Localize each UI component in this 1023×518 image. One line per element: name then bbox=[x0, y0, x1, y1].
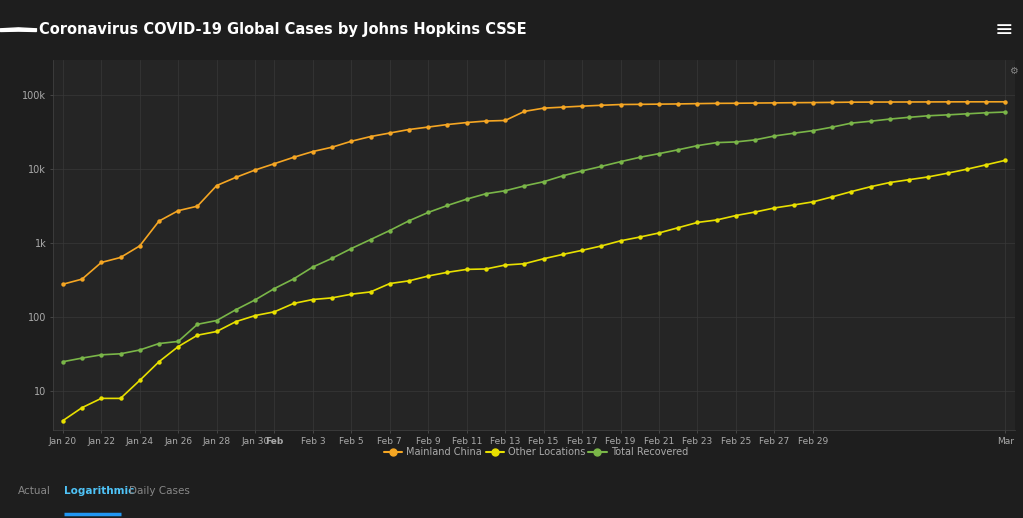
Text: Coronavirus COVID-19 Global Cases by Johns Hopkins CSSE: Coronavirus COVID-19 Global Cases by Joh… bbox=[39, 22, 527, 37]
Text: ≡: ≡ bbox=[994, 20, 1013, 40]
Text: Actual: Actual bbox=[18, 486, 51, 496]
Text: Mainland China: Mainland China bbox=[406, 447, 482, 457]
Polygon shape bbox=[0, 28, 37, 32]
Text: Other Locations: Other Locations bbox=[508, 447, 586, 457]
Text: ⚙: ⚙ bbox=[1009, 66, 1018, 76]
Text: Logarithmic: Logarithmic bbox=[64, 486, 135, 496]
Text: Daily Cases: Daily Cases bbox=[129, 486, 190, 496]
Text: Total Recovered: Total Recovered bbox=[611, 447, 688, 457]
